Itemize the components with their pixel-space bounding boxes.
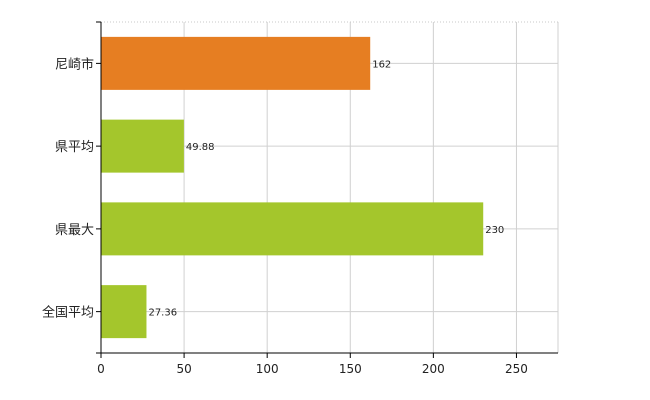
x-tick-label: 150: [339, 362, 362, 376]
labels: 162 49.88 230 27.36 0 50 100 150 200 250 尼崎市県平均県最大…: [42, 56, 528, 376]
axes: [96, 21, 558, 358]
bar: [101, 119, 184, 173]
data-label: 27.36: [148, 308, 177, 319]
category-label: 全国平均: [42, 305, 94, 321]
category-label: 尼崎市: [55, 56, 94, 72]
data-label: 230: [485, 225, 504, 236]
bar: [101, 36, 371, 90]
x-tick-label: 50: [176, 362, 191, 376]
bar: [101, 285, 147, 339]
bars: [101, 36, 484, 339]
category-label: 県平均: [55, 140, 94, 155]
bar: [101, 202, 484, 256]
x-tick-label: 250: [505, 362, 528, 376]
data-label: 49.88: [186, 142, 215, 153]
x-tick-label: 0: [97, 362, 105, 376]
category-label: 県最大: [55, 223, 94, 238]
x-tick-label: 100: [256, 362, 279, 376]
x-tick-label: 200: [422, 362, 445, 376]
data-label: 162: [372, 59, 391, 70]
